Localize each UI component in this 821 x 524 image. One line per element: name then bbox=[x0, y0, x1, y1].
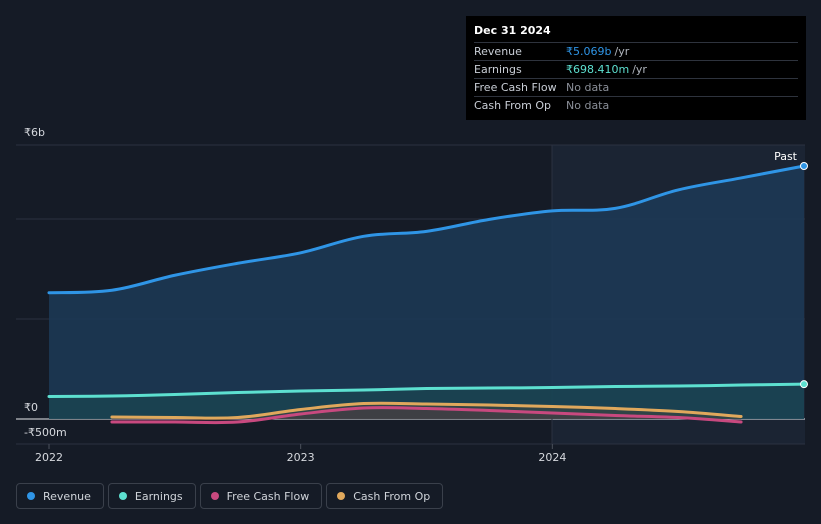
series-end-markers bbox=[800, 162, 808, 389]
y-axis-labels: ₹6b ₹0 -₹500m bbox=[24, 126, 67, 439]
tooltip-row-revenue: Revenue ₹5.069b/yr bbox=[474, 42, 798, 60]
tooltip-row-number: ₹698.410m bbox=[566, 63, 630, 76]
tooltip-row-value: No data bbox=[566, 81, 609, 94]
series-areas bbox=[49, 166, 804, 423]
tooltip-row-unit: /yr bbox=[614, 45, 630, 58]
legend-item-earnings[interactable]: Earnings bbox=[107, 483, 196, 509]
legend-item-free-cash-flow[interactable]: Free Cash Flow bbox=[199, 483, 323, 509]
tooltip-row-label: Cash From Op bbox=[474, 99, 552, 112]
tooltip-row-cash-from-op: Cash From Op No data bbox=[474, 96, 798, 114]
data-tooltip: Dec 31 2024 Revenue ₹5.069b/yr Earnings ₹69… bbox=[466, 16, 806, 120]
tooltip-row-earnings: Earnings ₹698.410m/yr bbox=[474, 60, 798, 78]
legend-label: Cash From Op bbox=[353, 489, 431, 503]
tooltip-row-value: No data bbox=[566, 99, 609, 112]
tooltip-row-label: Earnings bbox=[474, 63, 522, 76]
y-tick-label: -₹500m bbox=[24, 426, 67, 439]
legend-label: Earnings bbox=[134, 489, 183, 503]
chart-legend: Revenue Earnings Free Cash Flow Cash From O… bbox=[16, 483, 444, 509]
tooltip-row-number: No data bbox=[566, 81, 610, 94]
x-axis-labels: 2022 2023 2024 bbox=[35, 444, 566, 464]
tooltip-date: Dec 31 2024 bbox=[474, 24, 551, 37]
y-tick-label: ₹0 bbox=[24, 401, 38, 414]
tooltip-row-number: ₹5.069b bbox=[566, 45, 612, 58]
revenue-area bbox=[49, 166, 804, 419]
tooltip-row-unit: /yr bbox=[632, 63, 647, 76]
legend-dot-icon bbox=[337, 492, 346, 500]
y-tick-label: ₹6b bbox=[24, 126, 45, 139]
revenue-end-marker[interactable] bbox=[800, 162, 808, 170]
legend-item-revenue[interactable]: Revenue bbox=[16, 483, 104, 509]
x-tick-label: 2024 bbox=[538, 451, 566, 464]
x-tick-label: 2023 bbox=[287, 451, 315, 464]
legend-dot-icon bbox=[210, 492, 219, 500]
tooltip-row-label: Revenue bbox=[474, 45, 522, 58]
past-label: Past bbox=[774, 150, 798, 163]
series-lines bbox=[47, 164, 806, 425]
tooltip-row-free-cash-flow: Free Cash Flow No data bbox=[474, 78, 798, 96]
tooltip-row-value: ₹698.410m/yr bbox=[566, 63, 647, 76]
legend-item-cash-from-op[interactable]: Cash From Op bbox=[326, 483, 444, 509]
x-tick-label: 2022 bbox=[35, 451, 63, 464]
legend-label: Revenue bbox=[43, 489, 91, 503]
tooltip-row-label: Free Cash Flow bbox=[474, 81, 557, 94]
revenue-line bbox=[47, 164, 806, 295]
legend-dot-icon bbox=[27, 492, 35, 500]
legend-dot-icon bbox=[118, 492, 127, 500]
tooltip-row-number: No data bbox=[566, 99, 610, 112]
tooltip-row-value: ₹5.069b/yr bbox=[566, 45, 629, 58]
legend-label: Free Cash Flow bbox=[226, 489, 310, 503]
earnings-end-marker[interactable] bbox=[800, 380, 808, 389]
